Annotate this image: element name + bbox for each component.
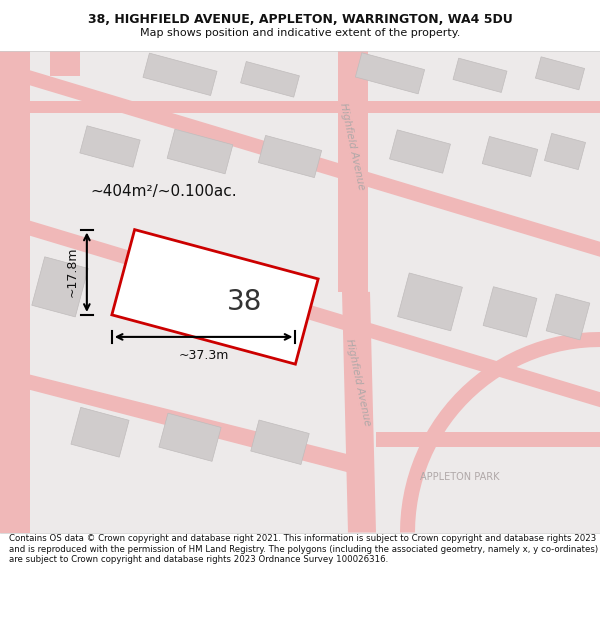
Polygon shape bbox=[80, 126, 140, 168]
Polygon shape bbox=[389, 130, 451, 173]
Text: 38: 38 bbox=[227, 288, 263, 316]
Polygon shape bbox=[159, 413, 221, 461]
Polygon shape bbox=[376, 432, 600, 447]
Polygon shape bbox=[483, 287, 537, 337]
Polygon shape bbox=[143, 53, 217, 96]
Text: Map shows position and indicative extent of the property.: Map shows position and indicative extent… bbox=[140, 28, 460, 39]
Text: Contains OS data © Crown copyright and database right 2021. This information is : Contains OS data © Crown copyright and d… bbox=[9, 534, 598, 564]
Text: 38, HIGHFIELD AVENUE, APPLETON, WARRINGTON, WA4 5DU: 38, HIGHFIELD AVENUE, APPLETON, WARRINGT… bbox=[88, 12, 512, 26]
Polygon shape bbox=[400, 332, 600, 532]
Polygon shape bbox=[544, 133, 586, 169]
Polygon shape bbox=[251, 420, 309, 464]
Polygon shape bbox=[0, 212, 600, 407]
Text: ~17.8m: ~17.8m bbox=[66, 247, 79, 298]
Polygon shape bbox=[0, 101, 600, 113]
Polygon shape bbox=[0, 61, 600, 257]
Polygon shape bbox=[32, 257, 88, 317]
Polygon shape bbox=[167, 129, 233, 174]
Polygon shape bbox=[338, 51, 368, 292]
Polygon shape bbox=[453, 58, 507, 92]
Polygon shape bbox=[241, 61, 299, 97]
Polygon shape bbox=[0, 367, 360, 472]
Polygon shape bbox=[535, 57, 584, 90]
Text: Highfield Avenue: Highfield Avenue bbox=[338, 102, 366, 191]
Text: ~37.3m: ~37.3m bbox=[178, 349, 229, 362]
Polygon shape bbox=[0, 51, 30, 532]
Polygon shape bbox=[50, 51, 80, 76]
Polygon shape bbox=[342, 292, 376, 532]
Text: Highfield Avenue: Highfield Avenue bbox=[344, 338, 372, 426]
Polygon shape bbox=[546, 294, 590, 340]
Polygon shape bbox=[259, 136, 322, 178]
Polygon shape bbox=[482, 136, 538, 177]
Text: APPLETON PARK: APPLETON PARK bbox=[420, 472, 500, 482]
Polygon shape bbox=[398, 273, 463, 331]
Polygon shape bbox=[71, 408, 129, 457]
Polygon shape bbox=[355, 52, 425, 94]
Polygon shape bbox=[112, 229, 318, 364]
Text: ~404m²/~0.100ac.: ~404m²/~0.100ac. bbox=[90, 184, 236, 199]
